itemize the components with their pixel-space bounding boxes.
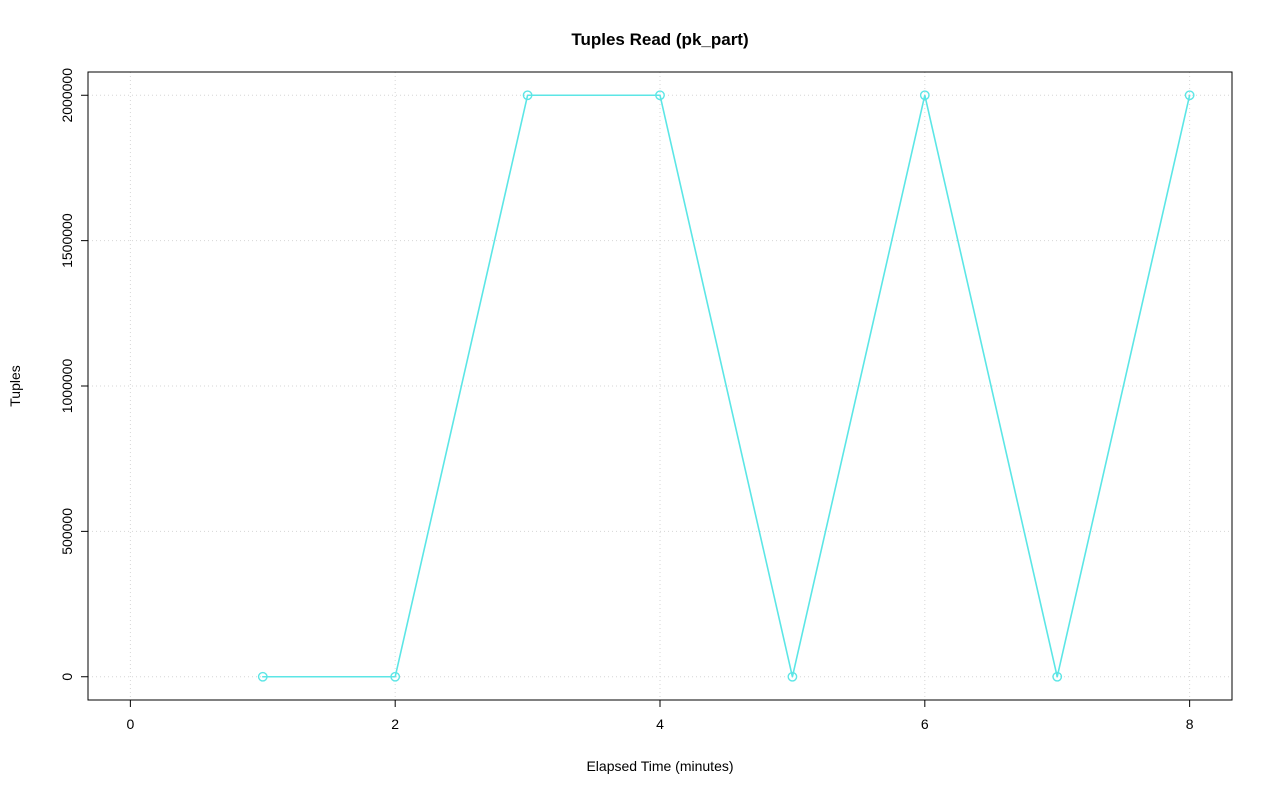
- x-tick-label: 6: [921, 716, 929, 732]
- axes-layer: 0 2 4 6 8 0 500000 1000000 1500000 2000000: [59, 68, 1233, 732]
- x-tick-label: 2: [391, 716, 399, 732]
- data-point-marker: [522, 90, 533, 101]
- series-line: [261, 94, 1191, 678]
- grid-layer: [88, 72, 1232, 700]
- series-layer: [257, 90, 1195, 682]
- data-point-marker: [390, 671, 401, 682]
- x-tick-label: 4: [656, 716, 664, 732]
- y-tick-label: 1000000: [59, 359, 75, 414]
- x-tick-label: 8: [1186, 716, 1194, 732]
- y-tick-label: 1500000: [59, 213, 75, 268]
- data-point-marker: [1184, 90, 1195, 101]
- x-axis-label: Elapsed Time (minutes): [586, 758, 733, 774]
- x-tick-label: 0: [126, 716, 134, 732]
- data-point-marker: [257, 671, 268, 682]
- y-tick-label: 500000: [59, 508, 75, 555]
- y-tick-label: 0: [59, 673, 75, 681]
- data-point-marker: [655, 90, 665, 101]
- chart-title: Tuples Read (pk_part): [571, 30, 748, 49]
- data-point-marker: [919, 90, 930, 101]
- data-point-marker: [787, 671, 798, 682]
- data-point-marker: [1052, 671, 1063, 682]
- y-axis-label: Tuples: [7, 365, 23, 407]
- y-tick-label: 2000000: [59, 68, 75, 123]
